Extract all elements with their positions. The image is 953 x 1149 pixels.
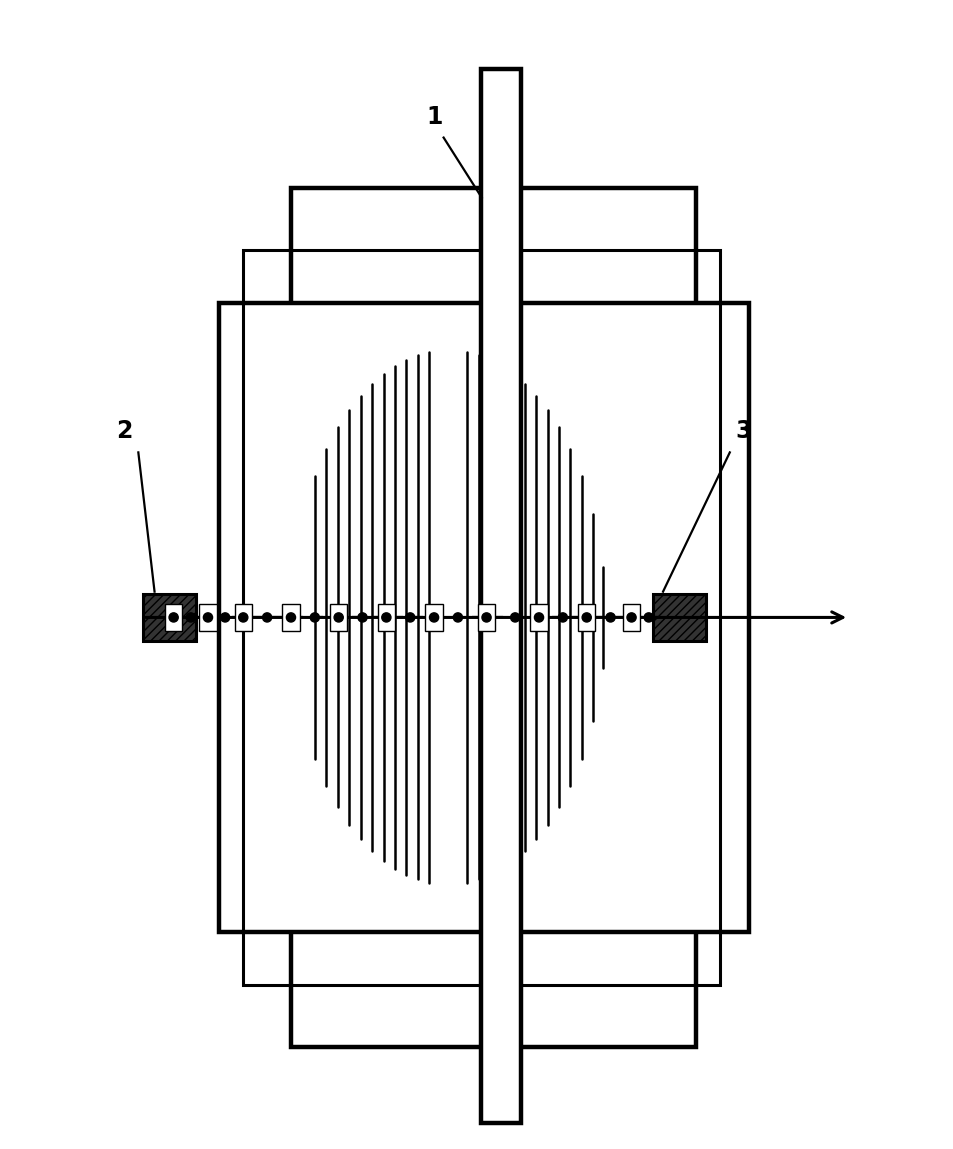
Circle shape [605, 612, 615, 622]
Text: 3: 3 [735, 419, 752, 444]
Circle shape [238, 612, 248, 622]
Circle shape [169, 612, 178, 622]
Text: 1: 1 [425, 105, 442, 129]
Bar [622, 604, 639, 631]
Circle shape [481, 612, 491, 622]
Circle shape [534, 612, 543, 622]
Bar [165, 604, 182, 631]
Bar [330, 604, 347, 631]
Circle shape [381, 612, 391, 622]
Bar [530, 604, 547, 631]
Circle shape [203, 612, 213, 622]
Bar [234, 604, 252, 631]
Bar [578, 604, 595, 631]
Circle shape [510, 612, 519, 622]
Bar [653, 594, 705, 641]
Bar [199, 604, 216, 631]
Circle shape [220, 612, 230, 622]
Circle shape [626, 612, 636, 622]
Circle shape [262, 612, 272, 622]
Circle shape [357, 612, 367, 622]
Bar [477, 604, 495, 631]
Bar [143, 594, 195, 641]
Circle shape [334, 612, 343, 622]
Text: 2: 2 [115, 419, 132, 444]
Circle shape [453, 612, 462, 622]
Circle shape [558, 612, 567, 622]
Bar [291, 188, 696, 1047]
Circle shape [310, 612, 319, 622]
Bar [219, 302, 748, 932]
Bar [243, 250, 720, 985]
Circle shape [405, 612, 415, 622]
Bar [282, 604, 299, 631]
Circle shape [429, 612, 438, 622]
Circle shape [643, 612, 653, 622]
Bar [377, 604, 395, 631]
Circle shape [286, 612, 295, 622]
Bar [480, 69, 520, 1123]
Bar [425, 604, 442, 631]
Circle shape [186, 612, 195, 622]
Circle shape [581, 612, 591, 622]
